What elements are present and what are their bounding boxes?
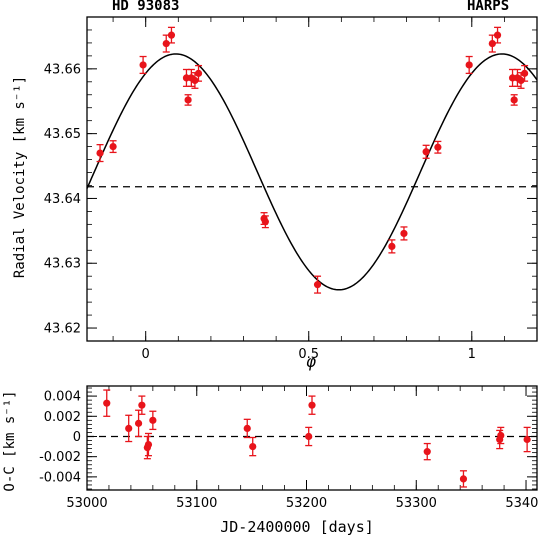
phase-plot-xtick-label: 1 xyxy=(468,347,476,362)
residuals-plot-frame xyxy=(86,385,538,491)
phase-plot-data-point xyxy=(139,61,147,69)
residuals-plot-ytick-label: -0.002 xyxy=(39,450,81,465)
residuals-plot-data-point xyxy=(423,448,431,456)
residuals-plot-ytick-label: 0.002 xyxy=(44,410,81,425)
residuals-plot-data-point xyxy=(523,435,531,444)
phase-plot-ytick-label: 43.65 xyxy=(44,127,81,142)
residuals-plot-data-point xyxy=(138,401,146,409)
phase-plot-xtick-label: 0 xyxy=(142,347,150,362)
phase-plot-data-point xyxy=(96,149,104,157)
residuals-plot-data-point xyxy=(308,401,316,409)
phase-plot-xlabel: φ xyxy=(306,352,316,371)
phase-plot-data-point xyxy=(261,218,269,226)
residuals-plot-data-point xyxy=(243,424,251,433)
phase-plot-frame xyxy=(86,16,538,342)
residuals-plot-ytick-label: -0.004 xyxy=(39,470,81,485)
residuals-plot-xtick-label: 53100 xyxy=(176,496,217,511)
phase-plot-data-point xyxy=(517,76,525,85)
residuals-plot-data-point xyxy=(134,419,143,427)
residuals-plot-data-point xyxy=(305,432,313,441)
phase-plot-ytick-label: 43.66 xyxy=(44,62,81,77)
residuals-plot-data-point xyxy=(103,399,111,407)
phase-plot: 0 0.5 1 43.62 43.63 43.64 43.65 43.66 xyxy=(44,16,538,362)
phase-plot-ytick-label: 43.62 xyxy=(44,322,81,337)
residuals-plot-data-point xyxy=(144,440,153,449)
phase-plot-data-point xyxy=(162,39,170,48)
residuals-plot-ytick-label: 0.004 xyxy=(44,390,81,405)
phase-plot-data-point xyxy=(109,143,117,151)
phase-plot-data-point xyxy=(313,281,322,289)
phase-plot-xtick-label: 0.5 xyxy=(298,347,319,362)
phase-plot-ytick-label: 43.64 xyxy=(44,192,81,207)
residuals-plot-data-point xyxy=(497,431,505,440)
phase-plot-data-point xyxy=(493,31,502,39)
phase-plot-data-point xyxy=(194,69,203,77)
residuals-plot-xtick-label: 53300 xyxy=(396,496,437,511)
residuals-plot-xlabel: JD-2400000 [days] xyxy=(220,518,374,536)
phase-plot-ytick-label: 43.63 xyxy=(44,257,81,272)
phase-plot-data-point xyxy=(400,229,408,238)
phase-plot-data-point xyxy=(167,31,176,39)
phase-plot-data-point xyxy=(510,96,518,104)
phase-plot-data-point xyxy=(191,76,199,85)
residuals-plot-data-point xyxy=(149,416,157,424)
phase-plot-data-point xyxy=(465,61,473,69)
residuals-plot-data-point xyxy=(249,442,257,451)
phase-plot-ylabel: Radial Velocity [km s⁻¹] xyxy=(12,76,28,278)
phase-plot-model-curve xyxy=(86,53,538,291)
phase-plot-data-point xyxy=(422,148,430,156)
phase-plot-data-point xyxy=(184,96,192,104)
phase-plot-data-point xyxy=(521,69,529,77)
residuals-plot-ylabel: O-C [km s⁻¹] xyxy=(2,390,18,491)
phase-plot-data-point xyxy=(388,242,396,250)
residuals-plot-xtick-label: 53200 xyxy=(286,496,327,511)
phase-plot-data-point xyxy=(488,39,496,48)
residuals-plot-data-point xyxy=(459,475,468,483)
residuals-plot-ytick-label: 0 xyxy=(73,430,81,445)
residuals-plot-data-point xyxy=(125,424,133,433)
instrument-name: HARPS xyxy=(467,0,509,14)
target-name: HD 93083 xyxy=(112,0,179,14)
phase-plot-data-point xyxy=(434,143,442,151)
residuals-plot-xtick-label: 53000 xyxy=(66,496,107,511)
